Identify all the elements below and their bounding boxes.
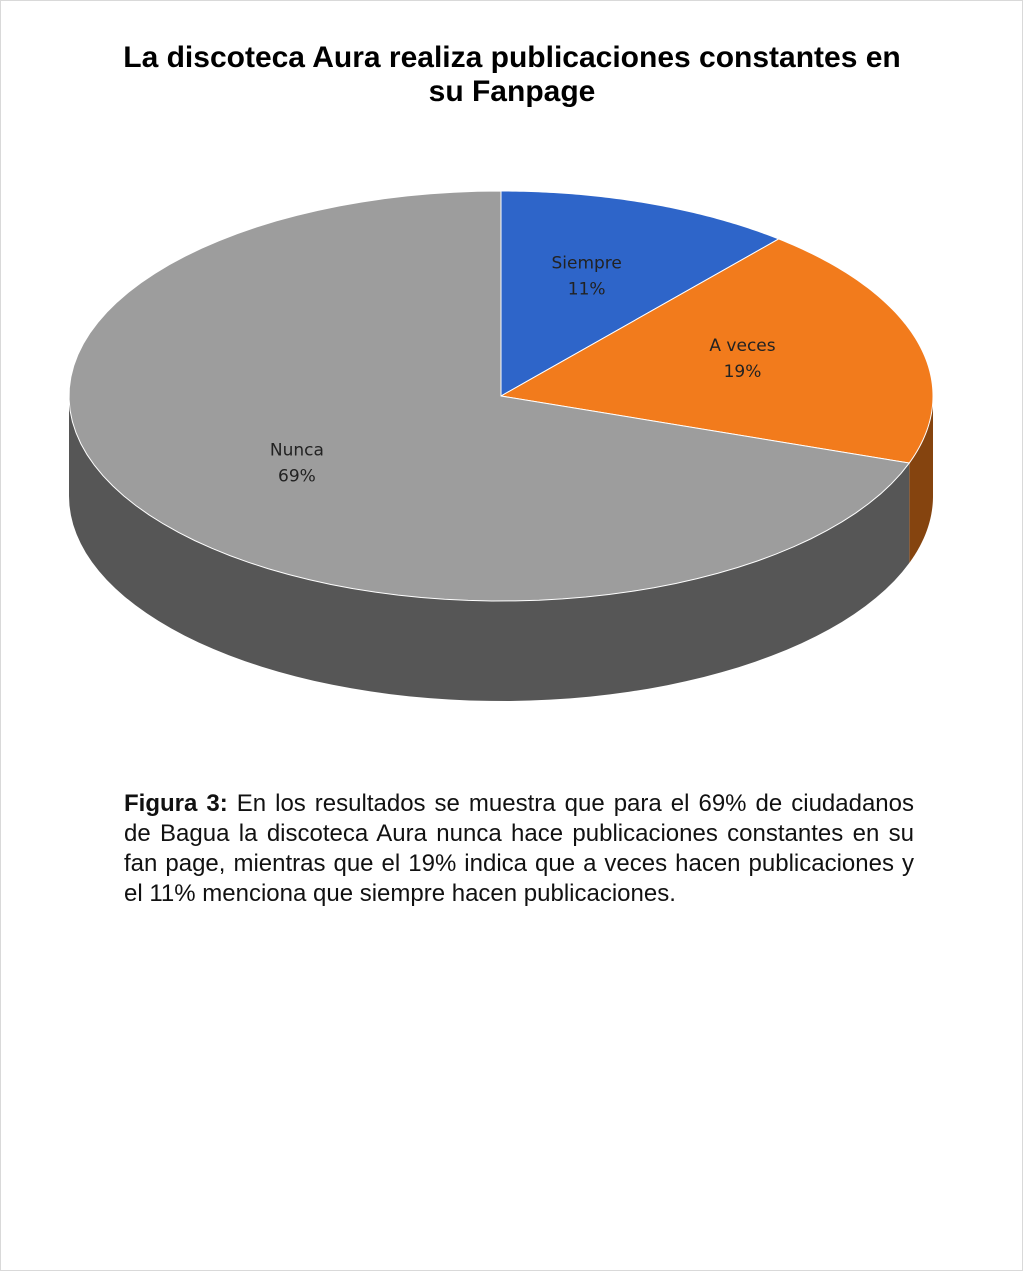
chart-title: La discoteca Aura realiza publicaciones … bbox=[123, 41, 901, 108]
slice-label: A veces bbox=[709, 336, 775, 356]
slice-label: Siempre bbox=[551, 253, 621, 273]
slice-value-label: 69% bbox=[278, 466, 316, 486]
caption-label: Figura 3: bbox=[124, 790, 228, 817]
caption: Figura 3: En los resultados se muestra q… bbox=[124, 789, 914, 909]
slice bbox=[500, 190, 780, 397]
slice bbox=[499, 238, 934, 464]
slice-side bbox=[69, 396, 910, 701]
chart: Siempre 11% A veces 19% Nunca 69% bbox=[68, 190, 934, 701]
caption-text: En los resultados se muestra que para el… bbox=[124, 790, 915, 907]
slice-value-label: 11% bbox=[568, 279, 606, 299]
slice-side bbox=[909, 396, 933, 564]
slice bbox=[68, 190, 911, 602]
slice-value-label: 19% bbox=[724, 362, 762, 382]
slice-label: Nunca bbox=[270, 440, 324, 460]
